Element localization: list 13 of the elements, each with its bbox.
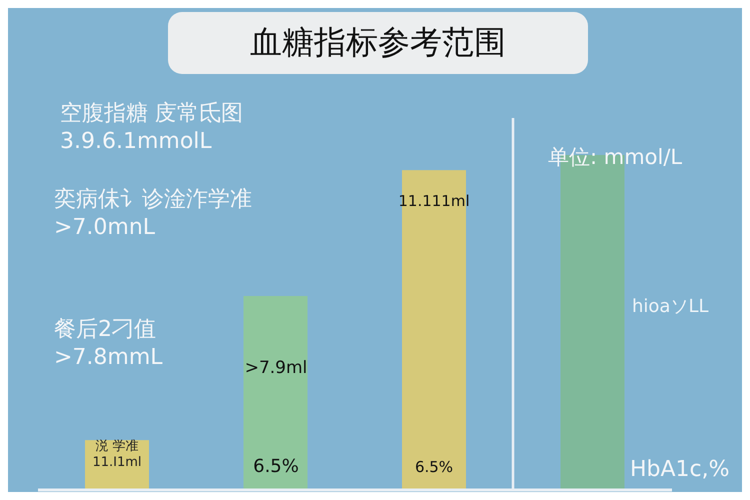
annotation: 餐后2刁值 >7.8mmL: [54, 316, 163, 371]
annotation: hioaソLL: [632, 296, 709, 318]
annotation: 涚 学准 11.I1ml: [91, 439, 143, 472]
annotation: HbA1c,%: [630, 456, 730, 484]
annotation: 奕病佅讠诊淦泎学准 >7.0mnL: [54, 186, 252, 241]
annotation: >7.9ml: [244, 358, 308, 380]
bar: [244, 296, 308, 490]
annotation: 6.5%: [414, 458, 454, 477]
text: 空腹指糖 庋常氐图 3.9.6.1mmolL: [60, 100, 243, 155]
annotation: 单位: mmol/L: [548, 144, 682, 170]
annotation: 11.111ml: [397, 192, 471, 211]
annotation: 6.5%: [252, 456, 300, 478]
chart-title: 血糖指标参考范围: [250, 22, 506, 63]
